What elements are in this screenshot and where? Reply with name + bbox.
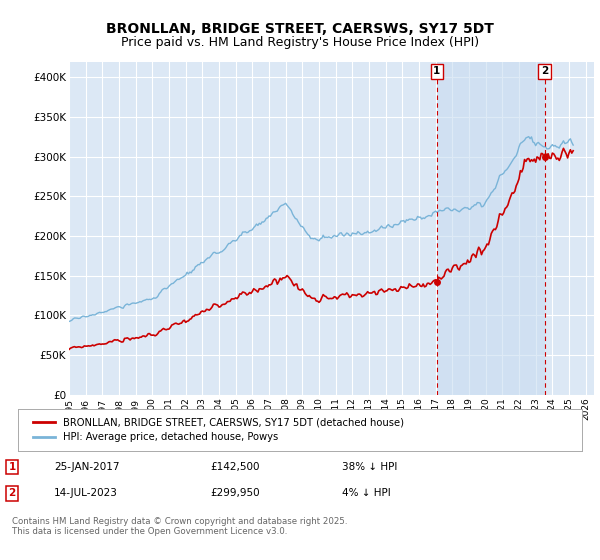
Text: 1: 1 bbox=[8, 462, 16, 472]
Text: 14-JUL-2023: 14-JUL-2023 bbox=[54, 488, 118, 498]
Text: Contains HM Land Registry data © Crown copyright and database right 2025.
This d: Contains HM Land Registry data © Crown c… bbox=[12, 517, 347, 536]
Text: 25-JAN-2017: 25-JAN-2017 bbox=[54, 462, 119, 472]
Bar bbox=[437, 62, 545, 395]
Text: 2: 2 bbox=[8, 488, 16, 498]
Legend: BRONLLAN, BRIDGE STREET, CAERSWS, SY17 5DT (detached house), HPI: Average price,: BRONLLAN, BRIDGE STREET, CAERSWS, SY17 5… bbox=[29, 413, 407, 446]
Text: 4% ↓ HPI: 4% ↓ HPI bbox=[342, 488, 391, 498]
Text: £299,950: £299,950 bbox=[210, 488, 260, 498]
Text: 38% ↓ HPI: 38% ↓ HPI bbox=[342, 462, 397, 472]
Text: Price paid vs. HM Land Registry's House Price Index (HPI): Price paid vs. HM Land Registry's House … bbox=[121, 36, 479, 49]
Text: BRONLLAN, BRIDGE STREET, CAERSWS, SY17 5DT: BRONLLAN, BRIDGE STREET, CAERSWS, SY17 5… bbox=[106, 22, 494, 36]
Text: 2: 2 bbox=[541, 66, 548, 76]
Text: £142,500: £142,500 bbox=[210, 462, 260, 472]
Text: 1: 1 bbox=[433, 66, 440, 76]
